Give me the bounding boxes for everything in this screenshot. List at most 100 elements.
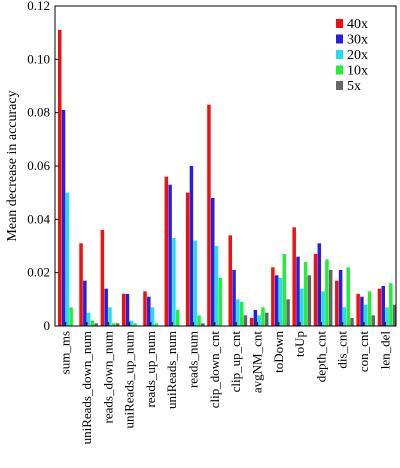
y-tick-label: 0.06 [27,158,50,173]
legend-swatch-5x [336,81,343,90]
bar-10x-con_cnt [367,291,372,326]
x-tick-label: toUp [292,331,307,357]
x-tick-label: con_cnt [356,331,371,373]
x-tick-label: uniReads_up_num [122,331,137,429]
x-tick-label: reads_down_num [100,331,115,423]
bar-5x-depth_cnt [328,270,333,326]
y-tick-label: 0.04 [27,211,50,226]
bar-10x-toUp [303,262,308,326]
bar-40x-reads_num [185,192,190,326]
y-axis-title: Mean decrease in accuracy [5,90,20,241]
y-axis-ticks: 0 0.02 0.04 0.06 0.08 0.10 0.12 [27,0,59,333]
bar-40x-depth_cnt [313,254,318,326]
bar-10x-toDown [282,254,287,326]
bar-10x-uniReads_up_num [133,323,137,326]
legend-label-40x: 40x [347,17,368,32]
x-axis-ticks: sum_ms uniReads_down_num reads_down_num uni… [58,322,392,444]
bar-40x-reads_down_num [100,230,105,326]
bar-30x-toUp [296,256,300,326]
bar-5x-toDown [286,299,290,326]
bar-30x-con_cnt [360,296,364,326]
bar-30x-clip_up_cnt [232,270,236,326]
x-tick-label: uniReads_down_num [79,331,94,444]
bar-40x-len_del [377,288,382,326]
bar-5x-reads_down_num [115,323,120,326]
bar-20x-toDown [278,278,283,326]
bar-10x-sum_ms [69,307,73,326]
y-tick-label: 0.08 [27,105,50,120]
x-tick-label: uniReads_num [164,331,179,409]
bar-40x-clip_down_cnt [207,104,211,326]
bar-20x-depth_cnt [321,291,325,326]
x-tick-label: sum_ms [58,331,73,374]
y-tick-label: 0.02 [27,265,50,280]
bar-10x-avgNM_cnt [261,307,265,326]
bar-10x-depth_cnt [325,259,329,326]
bar-40x-con_cnt [356,294,360,326]
bar-20x-reads_up_num [150,307,155,326]
bar-10x-uniReads_num [175,310,180,326]
legend-label-30x: 30x [347,33,368,48]
bar-40x-toUp [292,227,296,326]
legend-swatch-20x [336,50,343,59]
y-tick-label: 0 [44,318,51,333]
bar-40x-uniReads_up_num [121,294,126,326]
bar-10x-len_del [389,283,393,326]
bar-5x-reads_num [201,323,205,326]
y-tick-label: 0.10 [27,51,50,66]
x-tick-label: dis_cnt [335,331,350,369]
bar-20x-clip_down_cnt [214,246,219,326]
bar-5x-dis_cnt [350,318,354,326]
bar-5x-con_cnt [371,315,376,326]
bar-40x-clip_up_cnt [228,235,232,326]
bar-20x-sum_ms [65,192,70,326]
x-tick-label: clip_down_cnt [207,331,222,409]
bar-20x-len_del [385,307,389,326]
bar-5x-toUp [307,275,312,326]
bar-5x-clip_up_cnt [243,315,248,326]
bar-20x-clip_up_cnt [236,299,240,326]
bar-20x-toUp [300,288,304,326]
bar-40x-uniReads_down_num [79,243,83,326]
bar-40x-avgNM_cnt [249,318,254,326]
x-tick-label: clip_up_cnt [228,331,243,393]
bar-30x-len_del [381,286,385,326]
bar-30x-reads_up_num [147,296,151,326]
bar-20x-uniReads_num [172,238,176,326]
bar-30x-uniReads_num [168,184,172,326]
bar-40x-sum_ms [58,30,62,326]
legend-label-20x: 20x [347,48,368,63]
bar-30x-avgNM_cnt [253,310,258,326]
plot-frame [54,5,397,327]
bar-10x-reads_num [197,315,201,326]
legend-label-5x: 5x [347,79,361,94]
bar-30x-reads_down_num [104,288,108,326]
x-tick-label: reads_up_num [143,331,158,408]
bar-30x-uniReads_down_num [83,280,87,326]
x-tick-label: avgNM_cnt [249,331,264,393]
bar-20x-reads_num [193,240,197,326]
bar-5x-avgNM_cnt [265,312,269,326]
legend-label-10x: 10x [347,64,368,79]
bar-30x-reads_num [189,166,194,326]
bars [58,30,397,326]
legend-swatch-10x [336,65,343,75]
bar-5x-len_del [392,304,397,326]
bar-30x-dis_cnt [338,270,343,326]
bar-20x-uniReads_up_num [129,320,134,326]
bar-20x-reads_down_num [108,307,112,326]
bar-30x-sum_ms [61,110,66,326]
bar-10x-clip_up_cnt [239,302,244,326]
x-tick-label: toDown [271,331,286,373]
x-tick-label: len_del [377,331,392,370]
bar-10x-uniReads_down_num [90,320,95,326]
bar-30x-toDown [274,275,279,326]
legend-swatch-30x [336,34,343,44]
bar-30x-uniReads_up_num [125,294,130,326]
x-tick-label: reads_num [186,331,201,388]
bar-10x-dis_cnt [346,267,350,326]
bar-20x-uniReads_down_num [86,312,91,326]
bar-30x-depth_cnt [317,243,322,326]
